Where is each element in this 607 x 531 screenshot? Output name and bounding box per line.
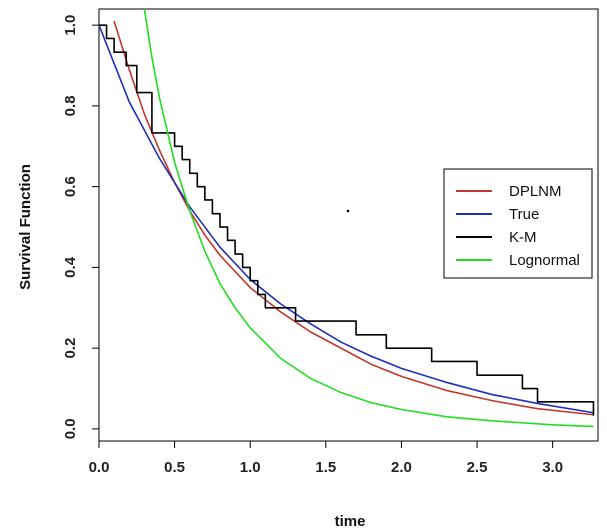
x-tick-label: 2.5 [467, 459, 488, 476]
y-axis: 0.0 0.2 0.4 0.6 0.8 1.0 [62, 15, 99, 439]
x-tick-label: 3.0 [542, 459, 563, 476]
x-tick-label: 0.0 [89, 459, 110, 476]
y-tick-label: 0.2 [62, 338, 79, 359]
x-tick-label: 1.0 [240, 459, 261, 476]
series-layer [99, 9, 595, 428]
series-line-k-m [99, 24, 595, 416]
series-line-true [99, 24, 594, 414]
y-tick-label: 1.0 [62, 15, 79, 36]
legend-box [443, 168, 593, 279]
legend-label: K-M [509, 229, 537, 246]
x-axis: 0.0 0.5 1.0 1.5 2.0 2.5 3.0 [89, 441, 563, 476]
legend-label: DPLNM [509, 183, 562, 200]
series-line-dplnm [113, 20, 594, 416]
y-tick-label: 0.8 [62, 95, 79, 116]
legend-label: Lognormal [509, 252, 580, 269]
y-tick-label: 0.0 [62, 418, 79, 439]
series-line-lognormal [143, 9, 594, 428]
legend-label: True [509, 206, 539, 223]
x-tick-label: 0.5 [164, 459, 185, 476]
x-axis-label: time [335, 513, 366, 530]
y-axis-label: Survival Function [17, 164, 34, 290]
stray-point [346, 209, 350, 213]
y-tick-label: 0.4 [62, 256, 79, 278]
x-tick-label: 2.0 [391, 459, 412, 476]
y-tick-label: 0.6 [62, 176, 79, 197]
x-tick-label: 1.5 [315, 459, 336, 476]
legend: DPLNM True K-M Lognormal [443, 168, 593, 279]
